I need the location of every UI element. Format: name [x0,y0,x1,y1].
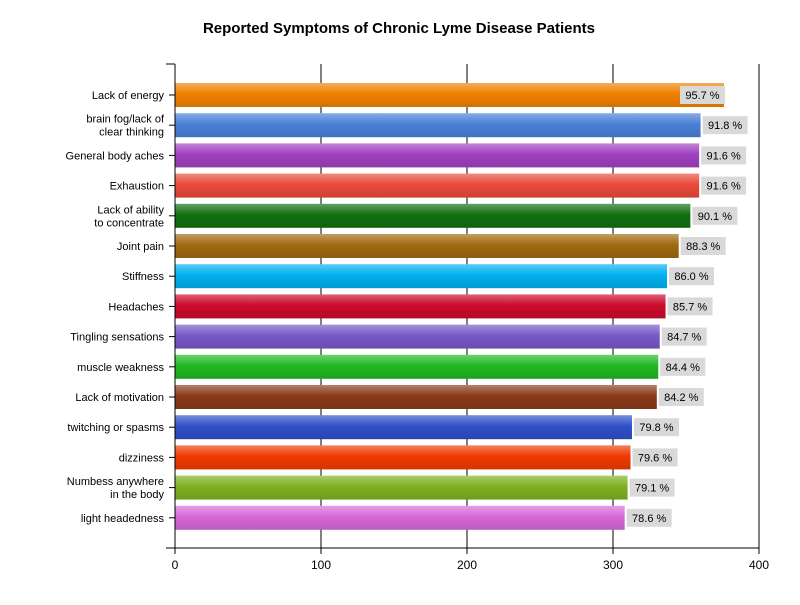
data-label: 79.8 % [639,422,673,434]
data-label: 78.6 % [632,513,666,525]
bar [175,445,631,470]
data-label-box [679,86,725,104]
data-label-box [633,418,679,437]
bar [175,294,666,319]
category-label: Joint pain [117,241,164,253]
category-label: Numbess anywhere in the body [67,476,165,501]
bar [175,475,628,500]
bar [175,505,625,530]
data-label: 84.2 % [664,392,698,404]
data-label: 84.4 % [666,362,700,374]
category-label: Stiffness [122,271,164,283]
bar [175,143,700,168]
x-tick-label: 200 [457,558,477,572]
data-label: 85.7 % [673,301,707,313]
data-label-box [701,146,747,165]
data-label-layer: Lack of energy 95.7 % brain fog/lack of cle… [66,86,748,527]
category-label: light headedness [81,513,165,525]
x-tick-label: 400 [749,558,769,572]
bar [175,83,724,107]
data-label: 95.7 % [685,90,719,102]
bar-layer [175,83,724,530]
data-label: 79.6 % [638,452,672,464]
bar [175,234,679,258]
chart-title: Reported Symptoms of Chronic Lyme Diseas… [203,20,595,37]
bar [175,415,632,440]
axis-layer: 0 100 200 300 400 [166,63,769,572]
bar [175,173,700,198]
bar [175,385,657,409]
category-label: General body aches [66,150,165,162]
category-label: Exhaustion [110,181,164,193]
category-label: dizziness [119,452,165,464]
category-label: Headaches [108,301,164,313]
data-label: 84.7 % [667,332,701,344]
data-label-box [667,297,713,316]
data-label-box [701,176,747,195]
category-label: Tingling sensations [70,332,164,344]
data-label-box [660,357,706,376]
data-label-box [626,508,672,527]
data-label: 91.6 % [707,150,741,162]
category-label: Lack of ability to concentrate [94,204,164,229]
data-label-box [661,327,707,346]
data-label: 86.0 % [674,271,708,283]
category-label: Lack of motivation [75,392,164,404]
data-label-box [658,388,704,406]
category-label: Lack of energy [92,90,165,102]
bar [175,203,691,228]
bar [175,324,660,349]
x-tick-label: 0 [172,558,179,572]
data-label: 88.3 % [686,241,720,253]
data-label-box [702,116,748,135]
data-label: 79.1 % [635,483,669,495]
bar [175,354,659,379]
category-label: twitching or spasms [67,422,164,434]
data-label-box [669,267,715,286]
data-label: 91.6 % [707,181,741,193]
bar [175,113,701,138]
data-label-box [680,237,726,255]
data-label-box [632,448,678,467]
x-tick-label: 100 [311,558,331,572]
data-label-box [629,478,675,497]
category-label: muscle weakness [77,362,164,374]
bar [175,264,668,289]
category-label: brain fog/lack of clear thinking [86,114,165,139]
data-label: 90.1 % [698,211,732,223]
x-tick-label: 300 [603,558,623,572]
data-label-box [692,206,738,225]
data-label: 91.8 % [708,120,742,132]
